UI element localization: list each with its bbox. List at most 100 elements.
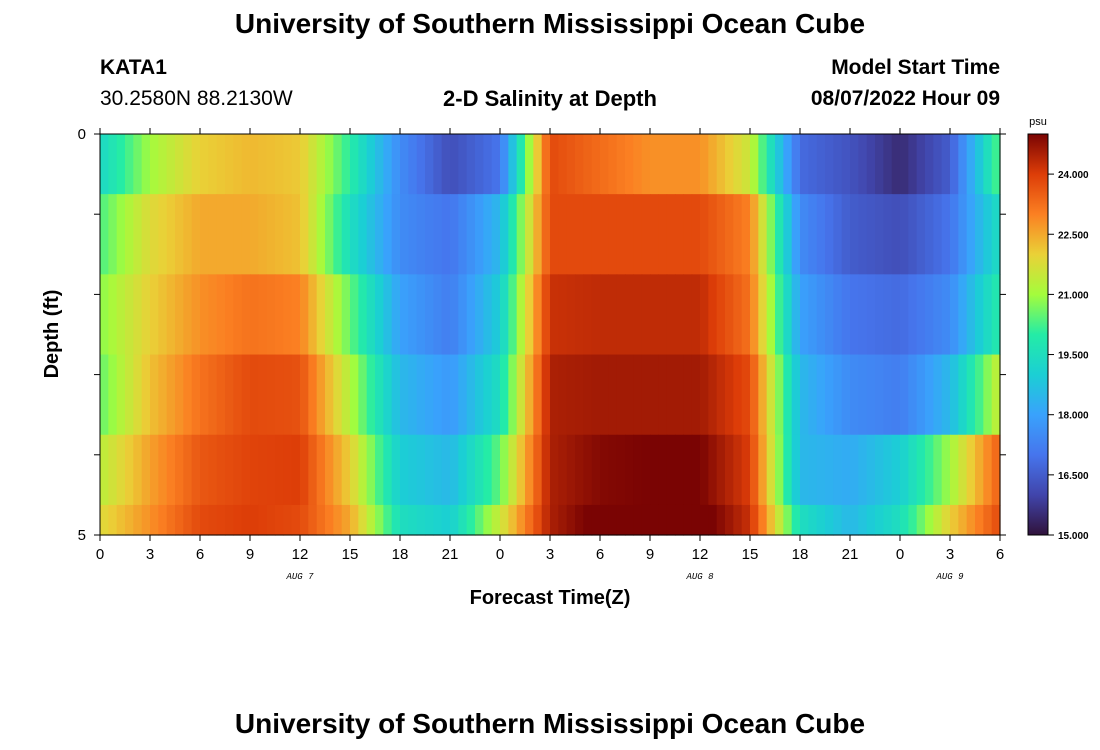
heatmap-cell [491,354,501,436]
heatmap-cell [275,434,284,506]
heatmap-cell [766,434,776,506]
heatmap-cell [883,354,893,436]
heatmap-cell [541,134,551,195]
heatmap-cell [350,434,359,506]
heatmap-cell [750,434,759,506]
heatmap-cell [858,134,868,195]
heatmap-cell [558,134,568,195]
heatmap-cell [583,274,593,356]
heatmap-cell [366,194,376,275]
heatmap-cell [358,504,368,536]
heatmap-cell [983,134,993,195]
heatmap-cell [883,134,893,195]
heatmap-cell [508,434,518,506]
heatmap-cell [633,354,643,436]
heatmap-cell [125,194,134,275]
heatmap-cell [341,134,351,195]
heatmap-cell [258,194,268,275]
heatmap-cell [958,354,968,436]
heatmap-cell [816,274,826,356]
heatmap-cell [433,434,443,506]
heatmap-cell [616,354,626,436]
heatmap-cell [658,274,668,356]
heatmap-cell [600,274,609,356]
heatmap-cell [858,194,868,275]
heatmap-cell [791,434,801,506]
heatmap-cell [691,354,701,436]
heatmap-cell [916,504,926,536]
heatmap-cell [883,194,893,275]
heatmap-cell [350,134,359,195]
heatmap-cell [125,274,134,356]
heatmap-cell [175,274,184,356]
heatmap-cell [416,434,426,506]
heatmap-cell [808,194,818,275]
heatmap-cell [625,274,634,356]
heatmap-cell [550,134,559,195]
heatmap-cell [775,434,784,506]
heatmap-cell [266,194,276,275]
heatmap-cell [200,134,209,195]
heatmap-cell [825,434,834,506]
heatmap-cell [650,134,659,195]
heatmap-cell [525,274,534,356]
heatmap-cell [183,274,193,356]
heatmap-cell [141,134,151,195]
heatmap-cell [841,194,851,275]
heatmap-cell [483,504,493,536]
heatmap-cell [941,134,951,195]
heatmap-cell [841,434,851,506]
heatmap-cell [675,274,684,356]
heatmap-cell [950,134,959,195]
colorbar-tick-label: 15.000 [1058,531,1089,542]
heatmap-cell [391,134,401,195]
heatmap-cell [158,194,168,275]
heatmap-cell [866,434,876,506]
day-label: AUG 9 [935,572,964,582]
heatmap-cell [800,274,809,356]
heatmap-cell [308,134,318,195]
heatmap-cell [708,504,718,536]
x-tick-label: 9 [246,546,254,563]
heatmap-cell [850,274,859,356]
heatmap-cell [825,134,834,195]
heatmap-cell [391,354,401,436]
heatmap-cell [458,504,468,536]
heatmap-cell [633,434,643,506]
heatmap-cell [550,354,559,436]
heatmap-cell [408,134,418,195]
heatmap-cell [975,194,984,275]
heatmap-cell [325,354,334,436]
heatmap-cell [641,134,651,195]
heatmap-cell [933,194,943,275]
heatmap-cell [575,504,584,536]
x-tick-label: 3 [546,546,554,563]
heatmap-cell [766,134,776,195]
heatmap-cell [441,434,451,506]
model-start-label: Model Start Time [831,56,1000,79]
heatmap-cell [458,194,468,275]
heatmap-cell [991,354,1001,436]
heatmap-cell [900,274,909,356]
heatmap-cell [675,504,684,536]
heatmap-cell [225,354,234,436]
heatmap-cell [275,274,284,356]
heatmap-cell [675,354,684,436]
heatmap-cell [816,354,826,436]
heatmap-cell [408,504,418,536]
heatmap-cell [233,434,243,506]
heatmap-cell [858,434,868,506]
heatmap-cell [233,194,243,275]
heatmap-cell [933,354,943,436]
heatmap-cell [700,354,709,436]
heatmap-cell [775,354,784,436]
heatmap-cell [550,194,559,275]
heatmap-cell [666,504,676,536]
heatmap-cell [891,504,901,536]
heatmap-cell [391,504,401,536]
heatmap-cell [200,194,209,275]
heatmap-cell [866,194,876,275]
heatmap-cell [625,354,634,436]
heatmap-cell [300,504,309,536]
heatmap-cell [508,194,518,275]
